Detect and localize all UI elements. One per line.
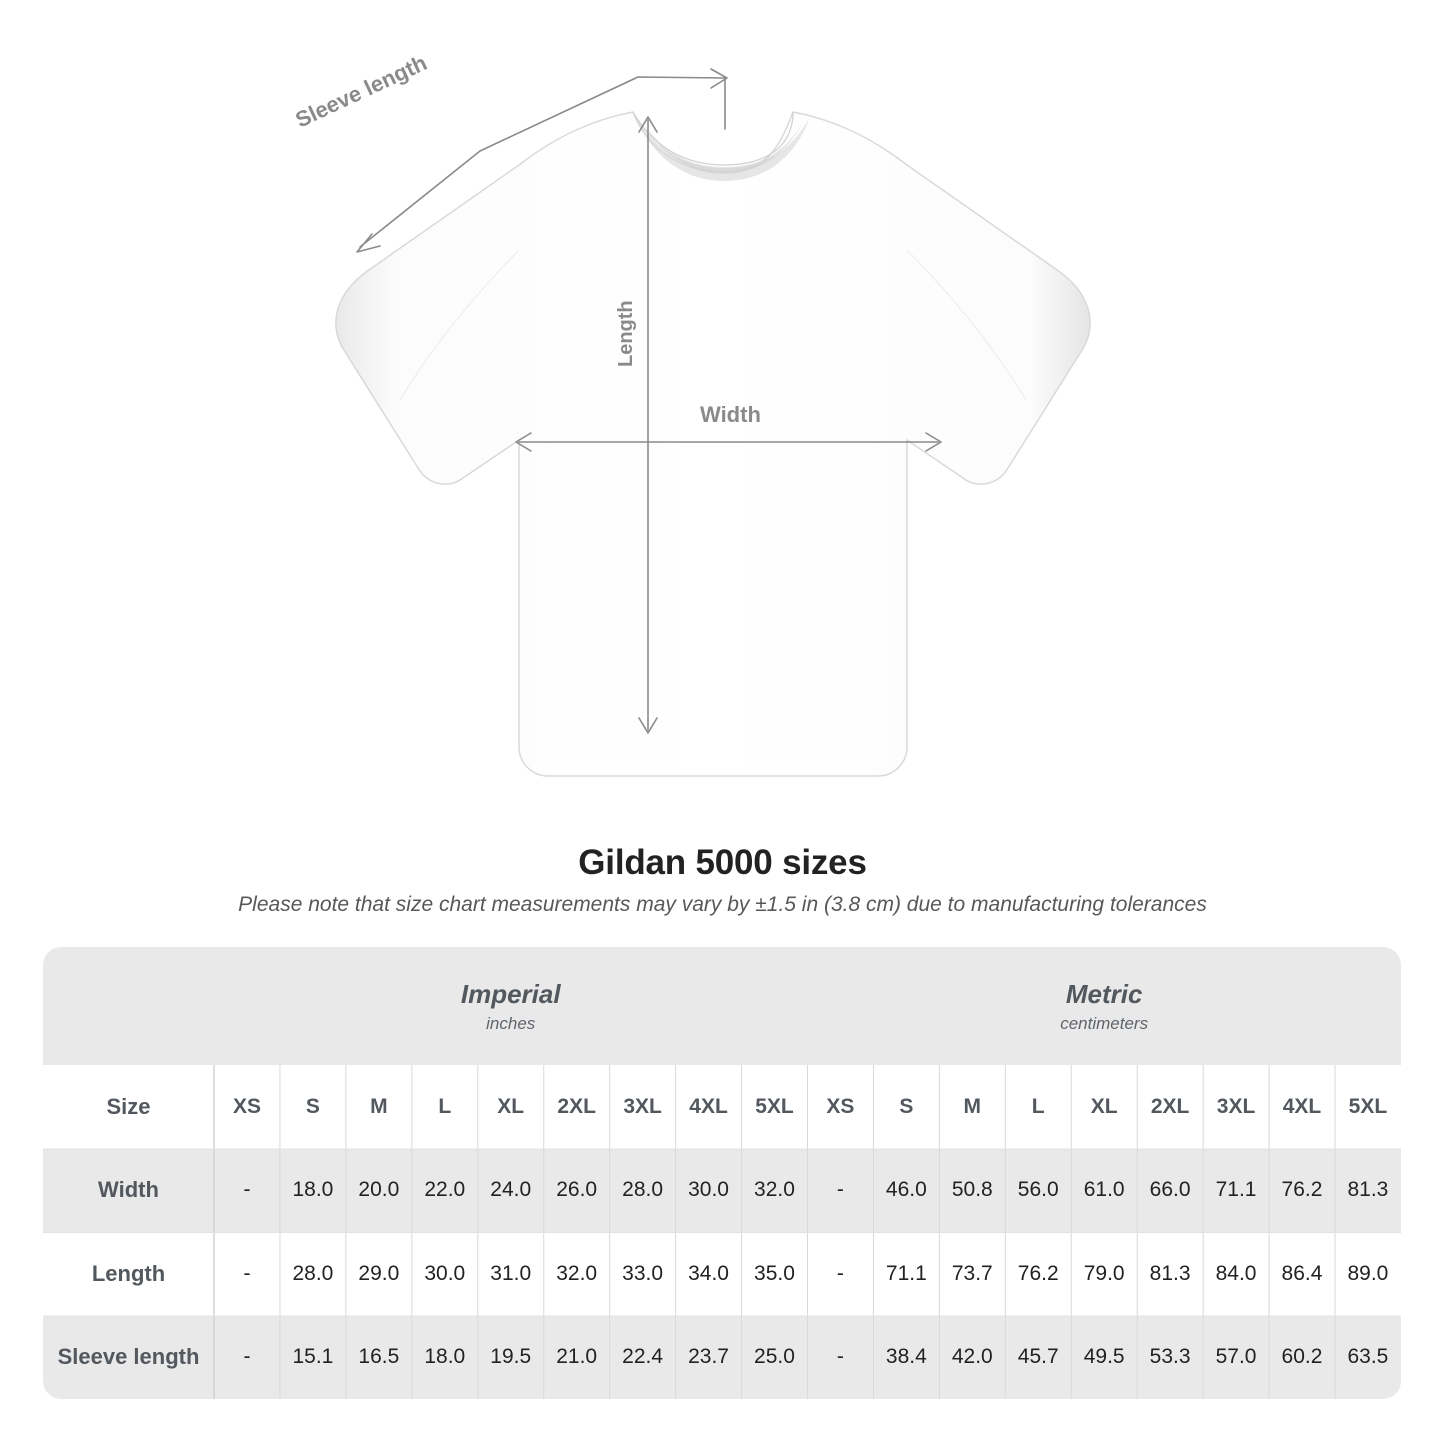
svg-text:Width: Width (700, 402, 761, 427)
svg-text:Sleeve length: Sleeve length (292, 50, 431, 133)
svg-text:Length: Length (615, 300, 637, 367)
